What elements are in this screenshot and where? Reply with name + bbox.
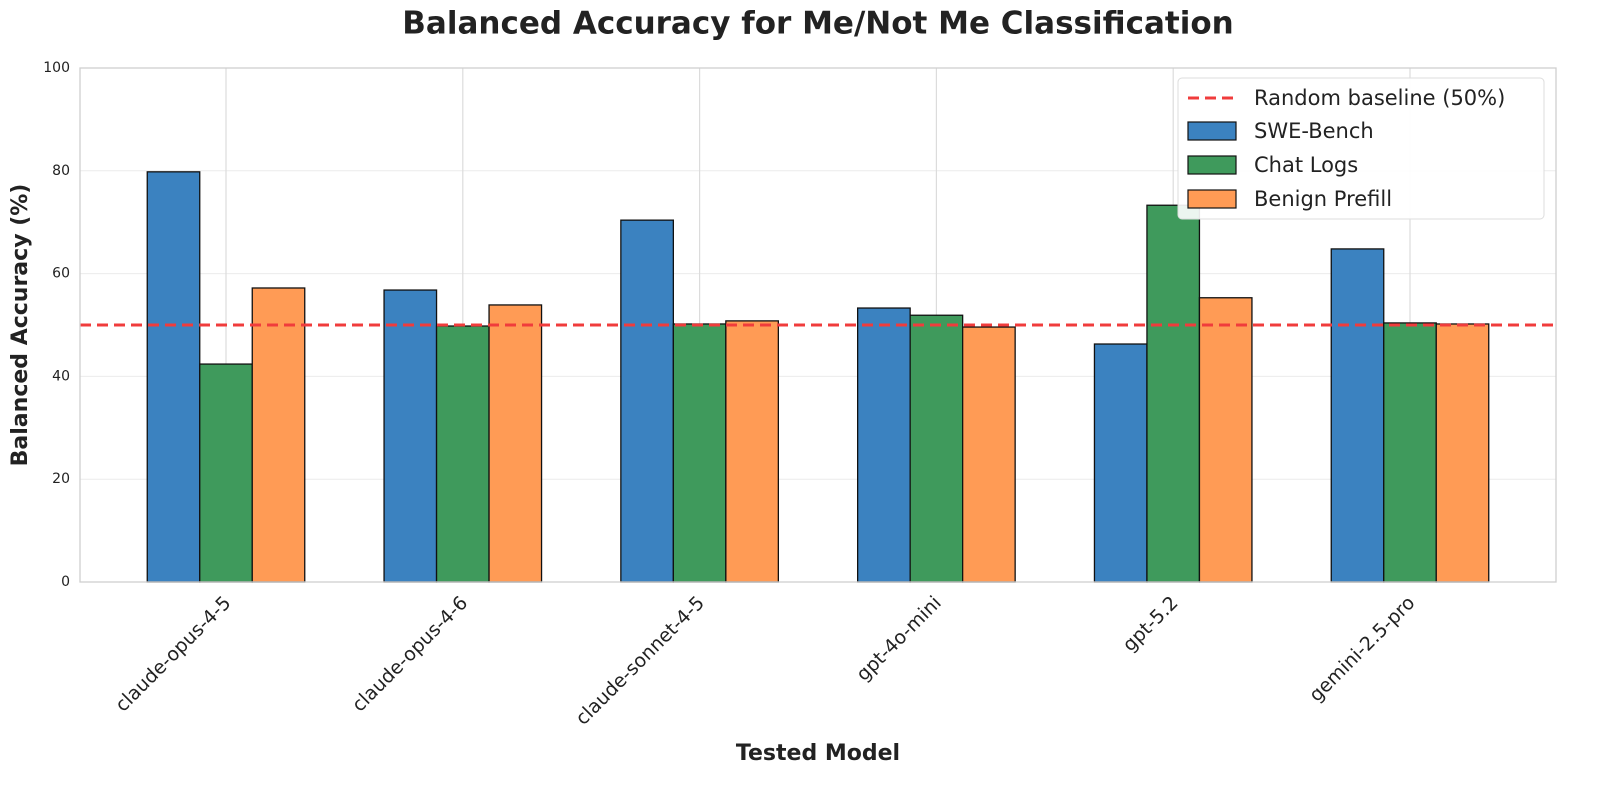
legend-label: Benign Prefill — [1254, 187, 1392, 211]
y-tick-label: 0 — [61, 574, 70, 590]
bar — [857, 307, 911, 583]
x-tick-label: gemini-2.5-pro — [1305, 592, 1419, 706]
plot-frame — [79, 67, 1557, 583]
bar — [1330, 248, 1385, 583]
bar — [435, 325, 490, 583]
bar — [488, 304, 543, 583]
y-tick-label: 100 — [43, 60, 70, 76]
x-tick-label: claude-opus-4-6 — [348, 592, 472, 716]
bar — [962, 326, 1016, 583]
legend-label: Chat Logs — [1254, 153, 1358, 177]
x-tick-label: gpt-5.2 — [1119, 592, 1183, 656]
y-axis-title: Balanced Accuracy (%) — [8, 184, 33, 467]
x-tick-label: gpt-4o-mini — [852, 592, 946, 686]
bar — [672, 323, 727, 583]
bar — [146, 171, 201, 583]
bar — [1198, 297, 1253, 583]
y-tick-label: 80 — [52, 163, 70, 179]
bar — [620, 219, 674, 583]
bar — [725, 320, 779, 583]
bar — [383, 289, 438, 583]
legend-swatch — [1187, 155, 1237, 175]
bar — [1146, 204, 1201, 583]
x-axis-title: Tested Model — [736, 741, 900, 766]
legend-label: SWE-Bench — [1254, 119, 1374, 143]
bar — [1383, 322, 1437, 583]
bar — [1093, 343, 1148, 583]
y-tick-label: 20 — [52, 471, 70, 487]
bar — [1435, 323, 1490, 583]
chart-title: Balanced Accuracy for Me/Not Me Classifi… — [402, 6, 1233, 42]
x-tick-label: claude-sonnet-4-5 — [571, 592, 709, 730]
legend-swatch — [1187, 121, 1237, 141]
bar — [251, 287, 306, 583]
x-tick-label: claude-opus-4-5 — [111, 592, 235, 716]
legend-swatch — [1187, 189, 1237, 209]
legend-label: Random baseline (50%) — [1254, 86, 1505, 110]
legend-box — [1177, 77, 1545, 220]
y-tick-label: 40 — [52, 368, 70, 384]
bar — [909, 314, 964, 583]
y-tick-label: 60 — [52, 266, 70, 282]
bar — [199, 363, 253, 583]
